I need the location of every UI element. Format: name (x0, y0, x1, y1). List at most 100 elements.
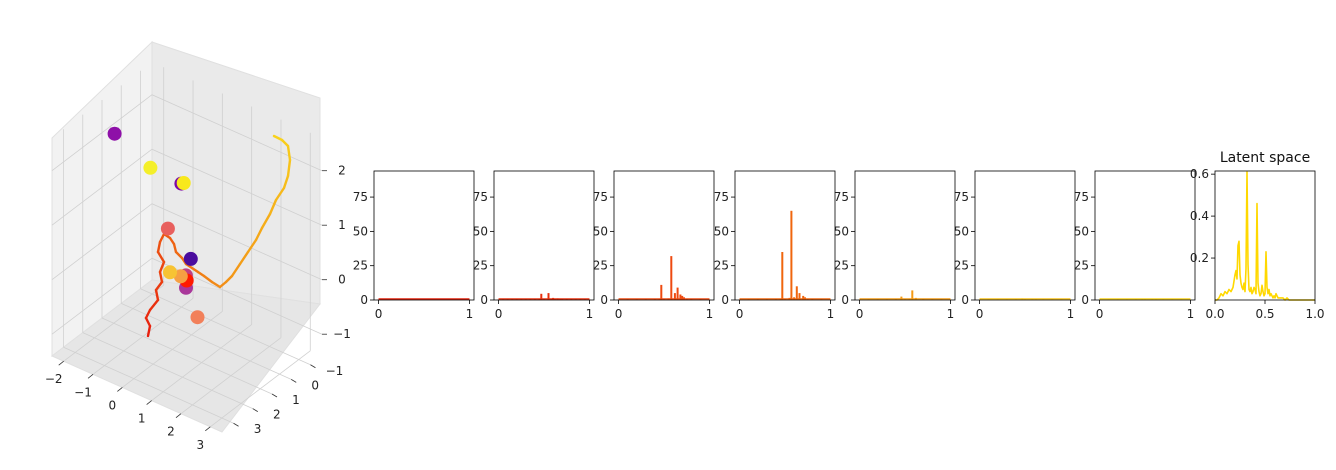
y-tick-label: 25 (834, 259, 849, 273)
y-tick-label: 3 (254, 422, 262, 436)
y-tick-label: 1 (292, 393, 300, 407)
trajectory-segment (260, 212, 272, 230)
y-tick-label: 50 (1074, 224, 1089, 238)
x-tick-label: 0 (615, 307, 623, 321)
x-tick-mark (175, 413, 182, 418)
y-tick-label: 0 (600, 293, 608, 307)
panel-5: 0 1 0 25 50 75 (834, 170, 956, 321)
panel-4: 0 1 0 25 50 75 (714, 170, 836, 321)
trajectory-segment (274, 186, 286, 202)
panel-2: 0 1 0 25 50 75 (473, 170, 595, 321)
bar (683, 297, 685, 300)
bar (553, 298, 556, 300)
3d-points (107, 126, 205, 325)
y-tick-label: 50 (714, 224, 729, 238)
y-tick-label: 0 (360, 293, 368, 307)
bar (798, 293, 801, 300)
grid-line-z (51, 94, 323, 172)
plot-area (855, 171, 955, 300)
trajectory-segment (156, 250, 166, 264)
x-tick-label: 1 (586, 307, 594, 321)
x-tick-label: 0 (375, 307, 383, 321)
y-tick-label: 25 (954, 259, 969, 273)
bar (685, 298, 688, 300)
y-tick-label: 0.4 (1190, 209, 1209, 223)
trajectory-segment (144, 308, 152, 320)
grid-line-y-floor (121, 303, 292, 380)
trajectory-segment (238, 250, 250, 266)
x-tick-mark (87, 374, 94, 379)
x-tick-mark (205, 426, 211, 432)
y-tick-label: 50 (834, 224, 849, 238)
plot-area (494, 171, 594, 300)
y-tick-label: 25 (714, 259, 729, 273)
bar (559, 298, 562, 300)
x-tick-label: −1 (74, 385, 92, 399)
x-tick-label: 1 (827, 307, 835, 321)
x-tick-label: 1 (466, 307, 474, 321)
y-tick-label: 50 (473, 224, 488, 238)
bar (804, 297, 806, 300)
z-tick-label: 1 (338, 218, 346, 232)
trajectory-segment (272, 134, 284, 142)
trajectory-segment (148, 298, 160, 312)
bar (550, 298, 553, 300)
y-tick-mark (252, 408, 258, 412)
x-tick-label: −2 (45, 372, 63, 386)
trajectory-segment (246, 238, 258, 254)
y-tick-label: 75 (473, 190, 488, 204)
bar (779, 298, 782, 300)
bar (552, 297, 555, 300)
grid-line-z (51, 257, 323, 335)
y-tick-mark (310, 364, 316, 369)
y-tick-label: 0 (841, 293, 849, 307)
y-tick-label: 25 (1074, 259, 1089, 273)
bar (788, 297, 791, 300)
x-tick-label: 0.0 (1205, 307, 1224, 321)
floor-pane (51, 279, 321, 433)
bar (547, 293, 550, 300)
x-tick-label: 2 (167, 425, 175, 439)
bar (1031, 298, 1034, 300)
plot-area (975, 171, 1075, 300)
bar (806, 298, 809, 300)
scatter-point (160, 221, 175, 236)
y-tick-label: −1 (326, 364, 344, 378)
trajectory-segment (144, 316, 152, 328)
panel-frame (1094, 170, 1196, 301)
plot-area (735, 171, 835, 300)
panel-8: 0.0 0.5 1.0 0.2 0.4 0.6 Latent space (1190, 150, 1325, 321)
x-tick-label: 0 (1096, 307, 1104, 321)
panel-3: 0 1 0 25 50 75 (593, 170, 715, 321)
y-tick-mark (233, 422, 239, 427)
trajectory-segment (224, 274, 234, 284)
trajectory-segment (156, 240, 162, 254)
bar (676, 287, 679, 300)
trajectory-segment (210, 280, 222, 289)
bar (793, 297, 796, 300)
x-tick-label: 1 (706, 307, 714, 321)
trajectory-segment (174, 250, 184, 260)
panel-1: 0 1 0 25 50 75 (353, 170, 475, 321)
x-tick-label: 0 (856, 307, 864, 321)
y-tick-label: 0 (721, 293, 729, 307)
scatter-point (173, 269, 188, 284)
panel-frame (974, 170, 1076, 301)
panel-frame (493, 170, 595, 301)
x-tick-label: 0 (495, 307, 503, 321)
bar (1141, 298, 1144, 300)
y-tick-label: 75 (1074, 190, 1089, 204)
grid-line-y-floor (101, 317, 273, 395)
bar (802, 295, 805, 300)
trajectory-segment (196, 270, 206, 278)
scatter-point (107, 126, 122, 141)
trajectory-segment (282, 174, 290, 190)
panel-frame (613, 170, 715, 301)
y-tick-label: 50 (954, 224, 969, 238)
y-tick-label: 50 (353, 224, 368, 238)
x-tick-label: 1 (947, 307, 955, 321)
bar (673, 293, 676, 300)
bar (658, 298, 661, 300)
